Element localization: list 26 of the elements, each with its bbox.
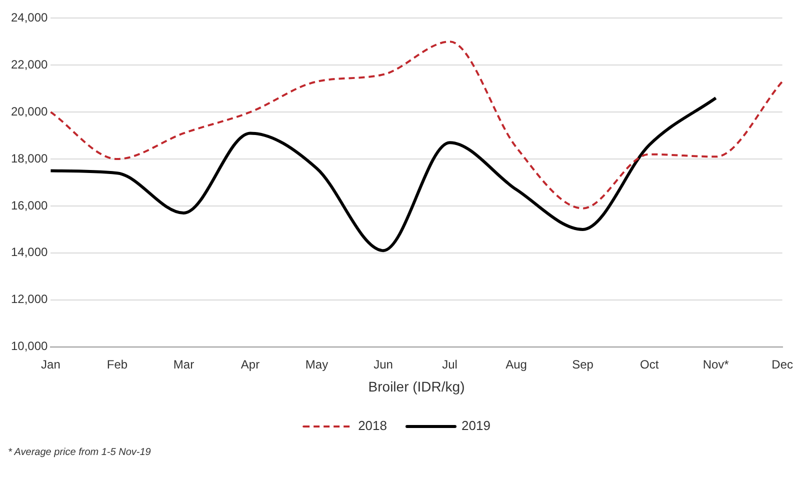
x-tick-label: Sep [572,357,594,372]
y-tick-label: 16,000 [11,198,48,212]
x-axis-title: Broiler (IDR/kg) [368,378,465,394]
x-tick-label: Feb [106,357,128,372]
y-tick-label: 20,000 [11,104,48,118]
y-tick-label: 14,000 [11,245,48,260]
x-tick-label: Jul [442,357,458,372]
x-tick-label: Oct [640,357,660,372]
x-tick-label: Dec [772,357,793,372]
line-series [49,96,718,252]
legend-label: 2018 [358,418,387,434]
text: * Average price from 1-5 Nov-19 [8,447,152,458]
x-tick-label: Apr [240,357,260,372]
y-tick-label: 22,000 [11,57,48,72]
x-tick-label: Jan [41,357,60,372]
y-tick-label: 10,000 [11,339,48,354]
x-tick-label: Jun [374,357,393,372]
y-tick-label: 18,000 [11,151,48,166]
x-tick-label: Mar [173,357,194,372]
y-tick-label: 24,000 [11,10,48,25]
x-tick-label: May [305,357,328,372]
x-tick-label: Aug [506,357,527,372]
line-series [50,40,784,210]
legend-label: 2019 [462,418,490,434]
x-tick-label: Nov* [702,357,730,372]
y-tick-label: 12,000 [11,292,48,306]
